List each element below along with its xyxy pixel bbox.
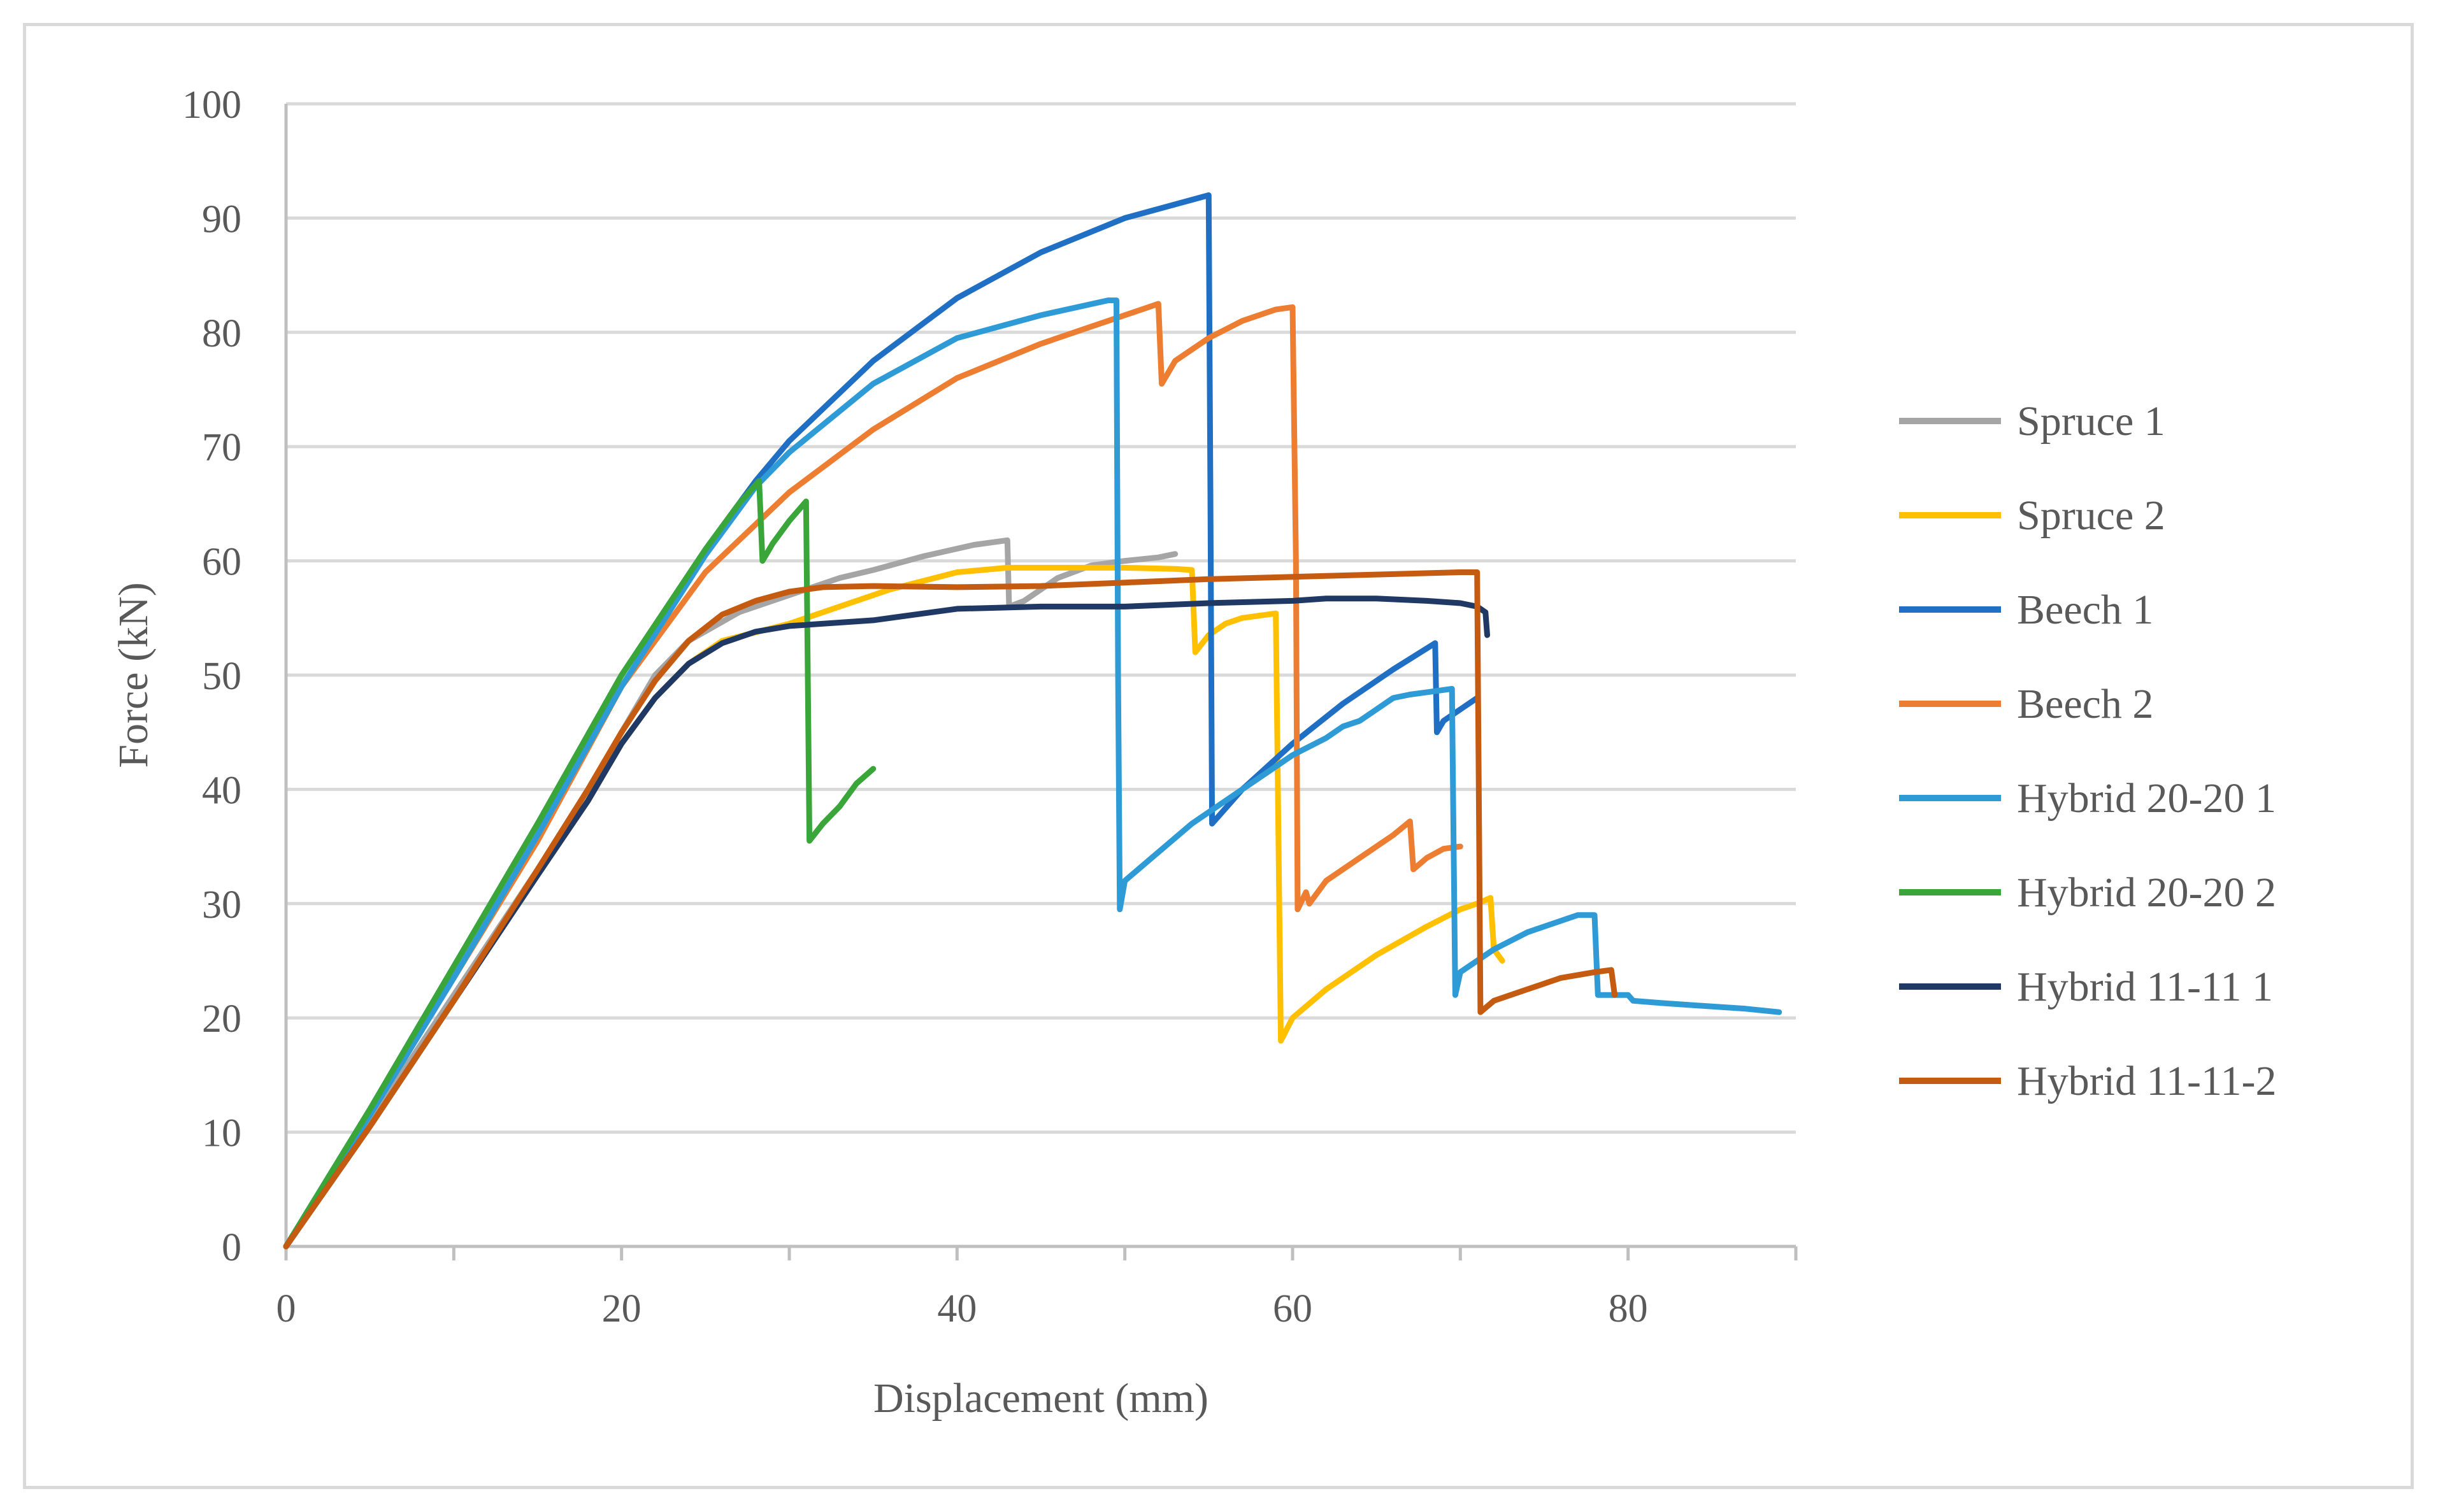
legend-label: Hybrid 11-11-2: [2017, 1058, 2277, 1104]
y-tick-label: 50: [202, 655, 241, 698]
gridlines: [286, 102, 1796, 1134]
y-tick-label: 30: [202, 883, 241, 927]
series-line-hybrid-11-11-1: [283, 596, 1490, 1250]
x-tick-label: 40: [937, 1287, 977, 1330]
series-line-hybrid-11-11-2: [283, 569, 1618, 1250]
legend-label: Hybrid 20-20 1: [2017, 775, 2276, 822]
legend-label: Hybrid 11-11 1: [2017, 964, 2273, 1010]
legend-label: Spruce 2: [2017, 492, 2165, 539]
series-line-spruce-1: [283, 537, 1179, 1250]
y-axis-title: Force (kN): [110, 582, 157, 767]
y-tick-label: 80: [202, 312, 241, 355]
series-line-hybrid-20-20-1: [283, 297, 1782, 1250]
x-tick-label: 20: [602, 1287, 642, 1330]
x-tick-label: 0: [276, 1287, 296, 1330]
tick-labels: 0 10 20 30 40 50 60 70 80 90 100 0 20 40 60 80: [182, 83, 1648, 1330]
y-tick-label: 90: [202, 197, 241, 241]
x-axis-title: Displacement (mm): [873, 1375, 1208, 1422]
legend-label: Beech 2: [2017, 681, 2153, 727]
chart-svg: 0 10 20 30 40 50 60 70 80 90 100 0 20 40 60 80 Displace…: [110, 83, 2277, 1422]
legend-label: Beech 1: [2017, 587, 2153, 633]
legend-label: Hybrid 20-20 2: [2017, 869, 2276, 916]
y-tick-label: 10: [202, 1112, 241, 1155]
y-tick-label: 20: [202, 997, 241, 1041]
x-tick-label: 60: [1273, 1287, 1312, 1330]
series-line-hybrid-20-20-2: [283, 478, 877, 1250]
legend-label: Spruce 1: [2017, 398, 2165, 445]
chart-frame: 0 10 20 30 40 50 60 70 80 90 100 0 20 40 60 80 Displace…: [23, 23, 2414, 1489]
y-tick-label: 0: [222, 1226, 241, 1269]
y-tick-label: 70: [202, 426, 241, 469]
y-tick-label: 40: [202, 769, 241, 812]
series-line-beech-2: [283, 301, 1463, 1250]
series-line-spruce-2: [283, 564, 1505, 1250]
x-tick-label: 80: [1609, 1287, 1648, 1330]
y-tick-label: 100: [182, 83, 241, 127]
axes: [284, 104, 1798, 1260]
series-lines: [283, 192, 1782, 1250]
legend: Spruce 1 Spruce 2 Beech 1 Beech 2 Hybrid 20-…: [1899, 398, 2277, 1104]
y-tick-label: 60: [202, 541, 241, 584]
